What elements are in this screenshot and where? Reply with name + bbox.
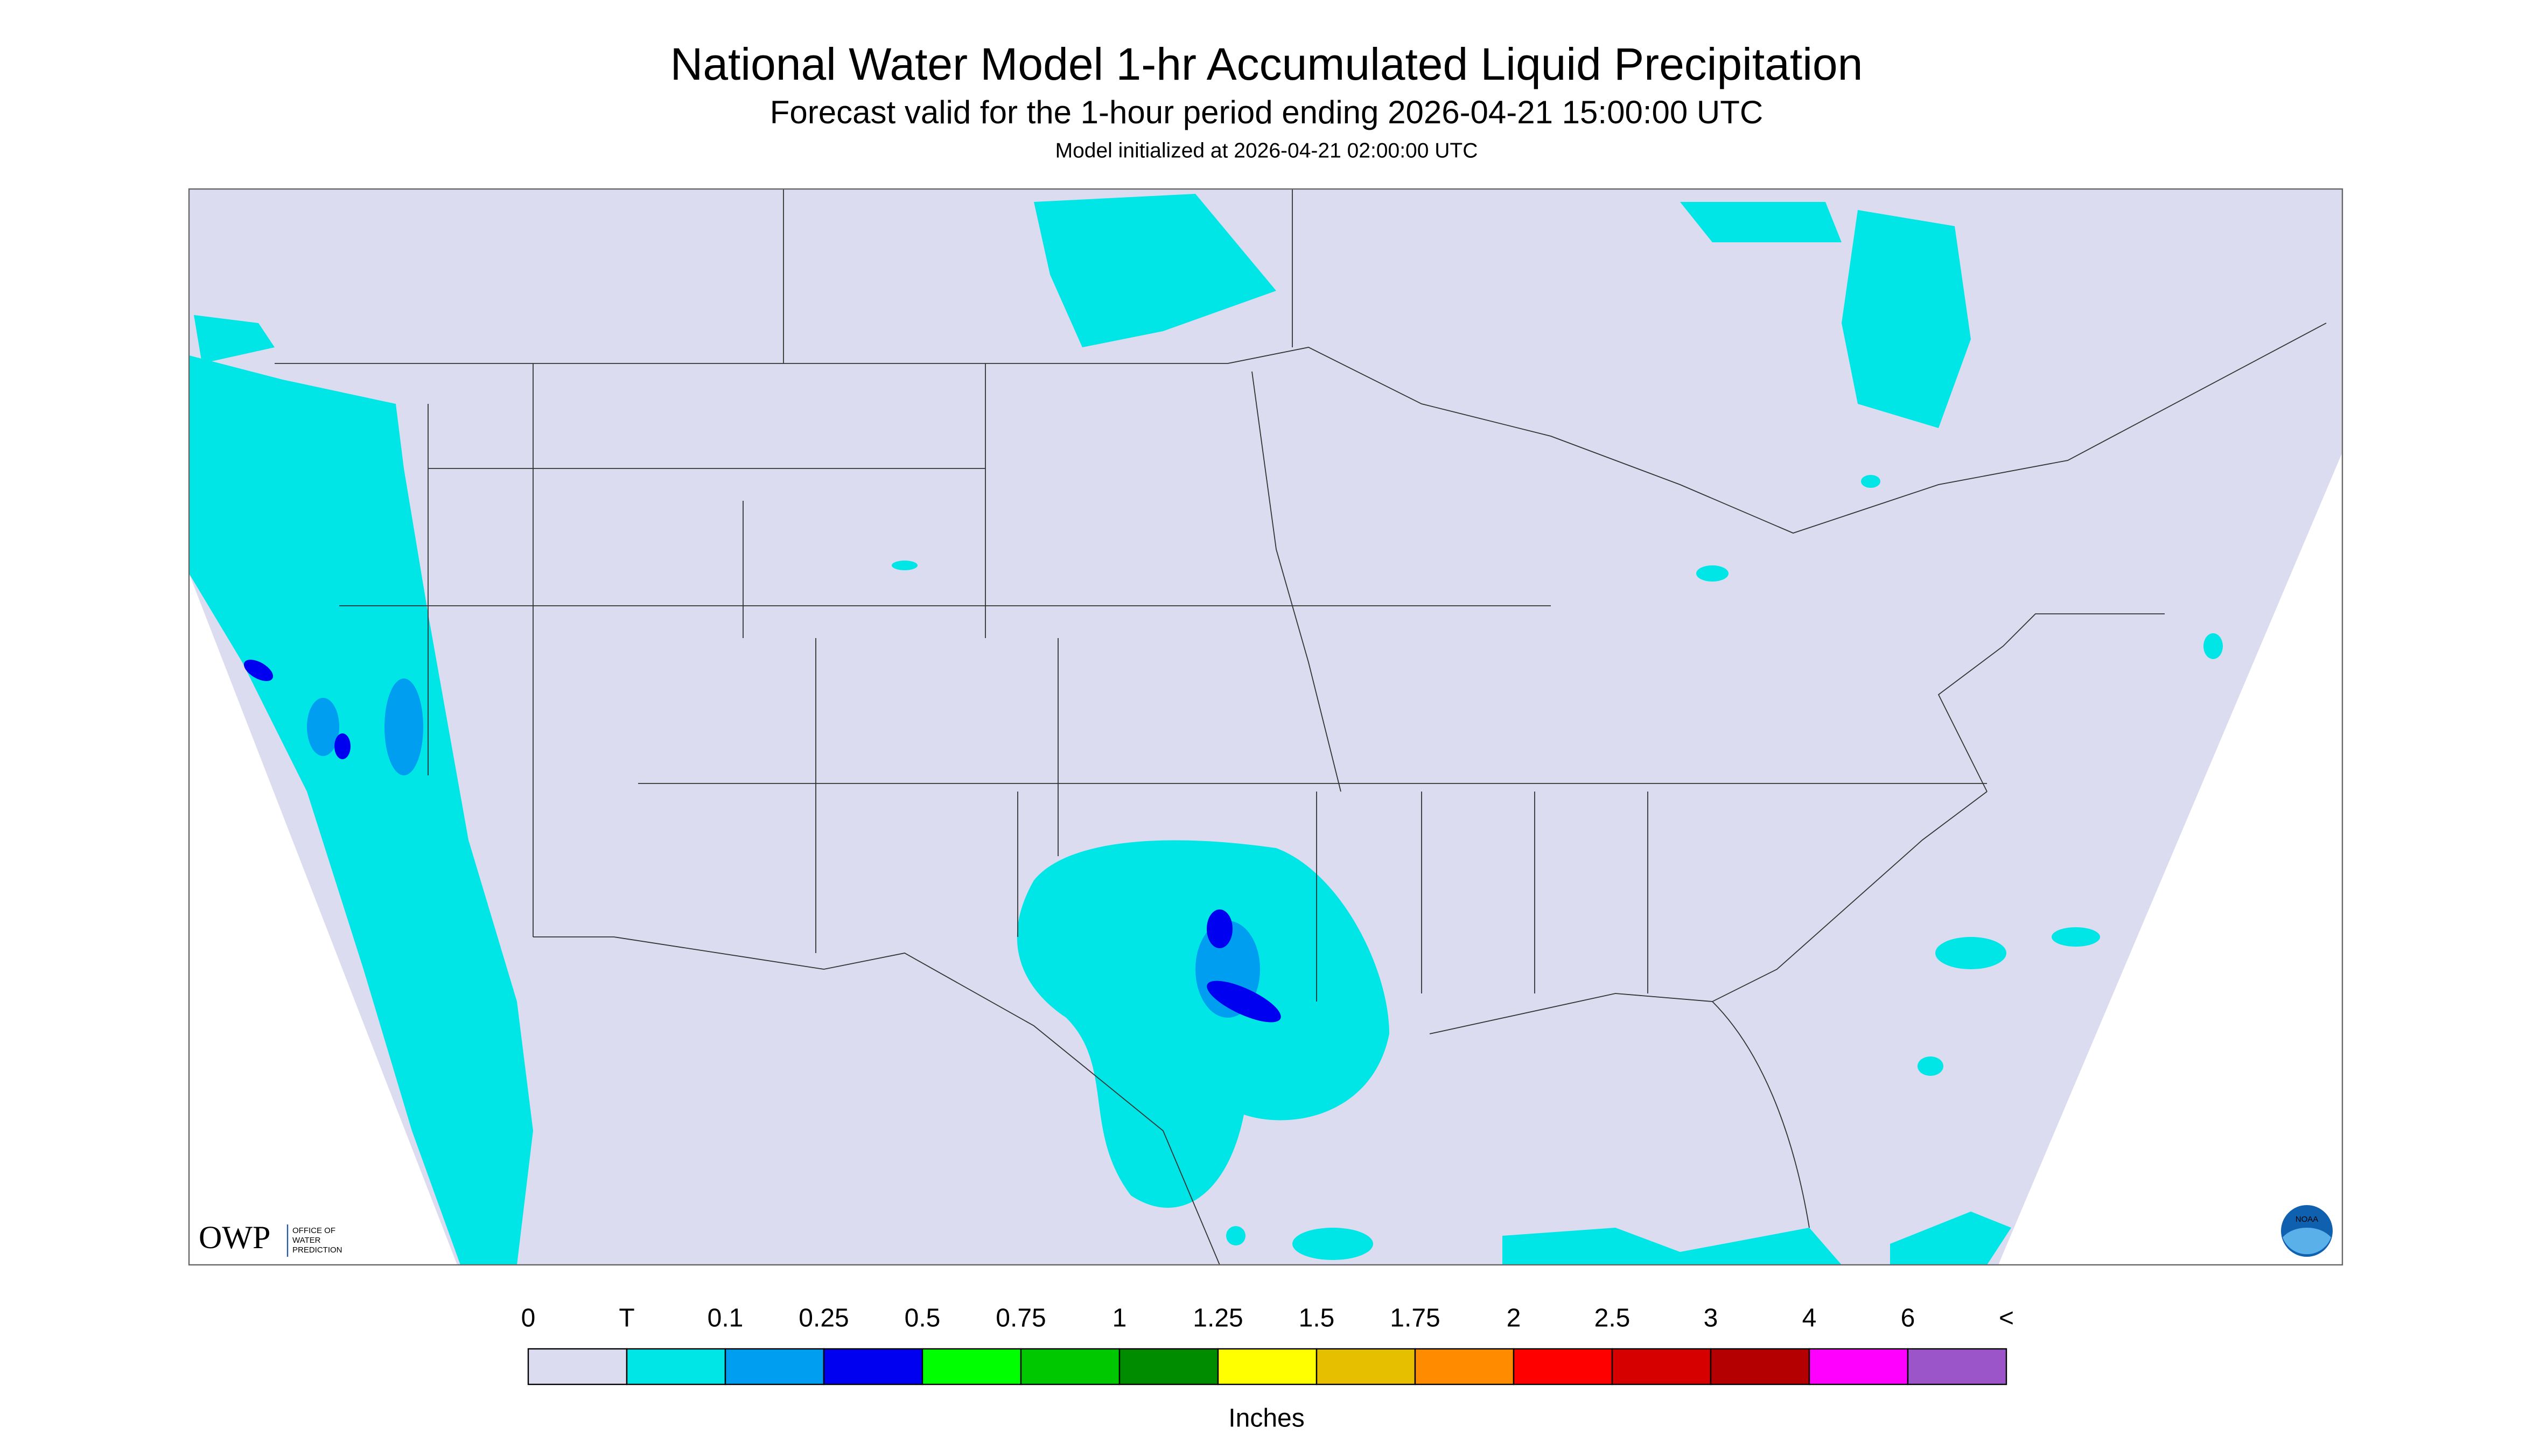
legend-swatch [724,1348,825,1385]
legend-label: 1.75 [1390,1304,1440,1333]
legend-label: 2.5 [1594,1304,1631,1333]
map [188,188,2343,1266]
legend-swatch [626,1348,726,1385]
legend-swatch [1710,1348,1810,1385]
legend-label: 1.25 [1193,1304,1243,1333]
legend-label: T [619,1304,634,1333]
owp-logo: OWP OFFICE OF WATER PREDICTION [199,1220,342,1257]
legend-swatch [921,1348,1022,1385]
legend-label: 6 [1901,1304,1915,1333]
boundaries [275,189,2327,1265]
noaa-logo: NOAA [2281,1205,2333,1257]
legend-label: < [1999,1304,2014,1333]
legend-label: 0 [521,1304,536,1333]
precip-moderate [243,660,1281,1023]
legend-label: 1.5 [1299,1304,1335,1333]
legend-label: 2 [1507,1304,1521,1333]
map-frame [188,188,2343,1266]
legend-swatch [1217,1348,1318,1385]
legend-swatch [1020,1348,1121,1385]
legend-label: 0.5 [905,1304,941,1333]
legend-swatch [527,1348,628,1385]
legend-swatch [1316,1348,1416,1385]
legend-label: 1 [1112,1304,1127,1333]
subtitle: Forecast valid for the 1-hour period end… [770,94,1763,130]
legend-label: 0.25 [799,1304,849,1333]
badge-text: NOAA [2296,1215,2319,1224]
init-note: Model initialized at 2026-04-21 02:00:00… [1055,139,1478,162]
precip-trace [189,194,2223,1265]
legend-swatch [823,1348,923,1385]
legend-unit: Inches [1228,1404,1304,1433]
legend-label: 0.1 [708,1304,744,1333]
legend-swatch [1808,1348,1909,1385]
title: National Water Model 1-hr Accumulated Li… [670,39,1863,89]
legend-swatch [1611,1348,1712,1385]
logo-name: OWP [199,1220,270,1255]
legend: 0 T 0.1 0.25 0.5 0.75 1 1.25 1.5 1.75 2 2.5 3 4 6 < [521,1304,2014,1385]
legend-swatch [1907,1348,2007,1385]
legend-swatch [1513,1348,1613,1385]
logo-text: PREDICTION [292,1245,342,1255]
legend-swatch [1118,1348,1219,1385]
legend-swatch [1414,1348,1515,1385]
legend-label: 3 [1704,1304,1718,1333]
logo-text: OFFICE OF [292,1226,335,1235]
legend-label: 0.75 [996,1304,1046,1333]
legend-label: 4 [1802,1304,1817,1333]
data-domain [189,189,2342,1265]
logo-text: WATER [292,1236,321,1245]
